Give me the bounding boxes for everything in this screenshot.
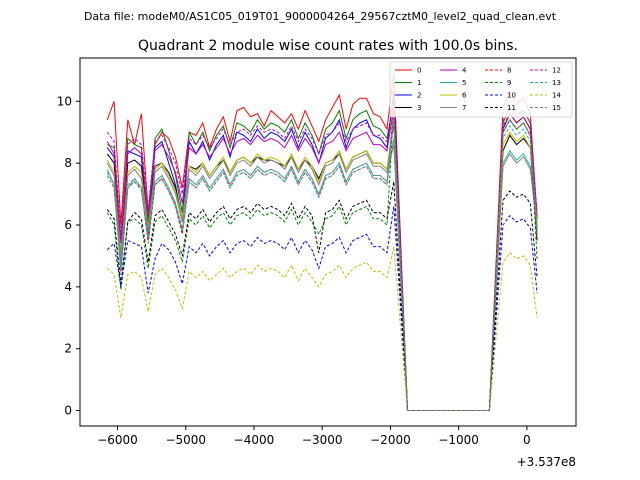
legend-label-3: 3: [417, 104, 421, 112]
x-axis: −6000 −5000 −4000 −3000 −2000 −1000 0: [97, 426, 531, 447]
legend-label-1: 1: [417, 79, 421, 87]
legend-label-13: 13: [552, 79, 561, 87]
x-tick-label: −6000: [97, 433, 138, 447]
legend-label-0: 0: [417, 67, 421, 75]
legend-label-9: 9: [507, 79, 511, 87]
legend-label-7: 7: [462, 104, 466, 112]
legend-label-2: 2: [417, 92, 421, 100]
y-axis: 0 2 4 6 8 10: [57, 94, 80, 418]
legend-label-5: 5: [462, 79, 466, 87]
legend-label-15: 15: [552, 104, 561, 112]
series-layer: [106, 73, 538, 411]
legend-label-8: 8: [507, 67, 511, 75]
legend-label-12: 12: [552, 67, 561, 75]
y-tick-label: 0: [64, 404, 72, 418]
y-tick-label: 10: [57, 94, 72, 108]
legend-label-6: 6: [462, 92, 467, 100]
legend-box: [389, 61, 573, 118]
x-tick-label: −1000: [438, 433, 479, 447]
x-tick-label: −2000: [370, 433, 411, 447]
y-tick-label: 2: [64, 342, 72, 356]
legend-label-14: 14: [552, 92, 561, 100]
y-tick-label: 4: [64, 280, 72, 294]
y-tick-label: 6: [64, 218, 72, 232]
legend-label-4: 4: [462, 67, 467, 75]
x-tick-label: −5000: [165, 433, 206, 447]
x-tick-label: 0: [523, 433, 531, 447]
legend-label-10: 10: [507, 92, 516, 100]
series-line-15: [106, 110, 538, 411]
plot-border: [79, 57, 577, 427]
legend-label-11: 11: [507, 104, 516, 112]
chart-title: Quadrant 2 module wise count rates with …: [138, 38, 518, 54]
chart-suptitle: Data file: modeM0/AS1C05_019T01_90000042…: [84, 10, 557, 23]
x-offset-label: +3.537e8: [517, 455, 576, 469]
y-tick-label: 8: [64, 156, 72, 170]
x-tick-label: −3000: [302, 433, 343, 447]
x-tick-label: −4000: [234, 433, 275, 447]
